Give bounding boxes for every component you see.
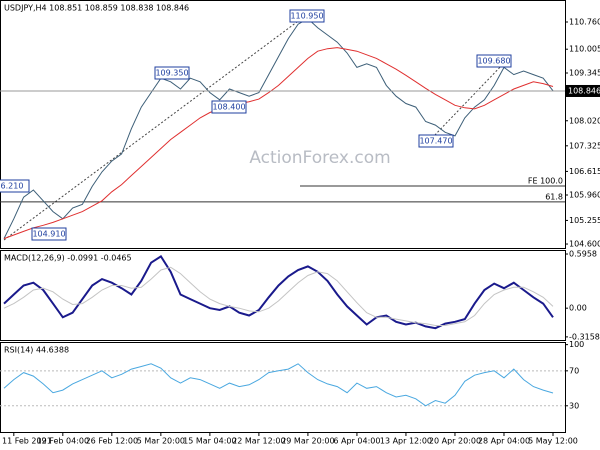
series-line xyxy=(3,266,554,326)
last-price-box xyxy=(566,84,600,97)
y-tick-label: 106.615 xyxy=(569,167,600,176)
level-label: 61.8 xyxy=(545,192,563,201)
annotation: 104.910 xyxy=(32,230,65,239)
level-label: FE 100.0 xyxy=(528,177,563,186)
x-tick-label: 5 Mar 20:00 xyxy=(137,437,185,446)
watermark: ActionForex.com xyxy=(249,148,390,168)
annotation-box xyxy=(31,227,67,241)
annotation: 110.950 xyxy=(290,12,323,21)
annotation: 6.210 xyxy=(1,182,24,191)
y-tick-label: 104.600 xyxy=(569,240,600,249)
panel-frame xyxy=(0,342,566,433)
annotation-box xyxy=(418,134,454,148)
y-tick-label: -0.3158 xyxy=(569,332,600,341)
series-line xyxy=(3,18,554,239)
x-tick-label: 19 Feb 04:00 xyxy=(37,437,89,446)
y-tick-label: 0.00 xyxy=(569,304,587,313)
y-tick-label: 110.005 xyxy=(569,45,600,54)
x-tick-label: 29 Mar 20:00 xyxy=(281,437,334,446)
last-price-label: 108.846 xyxy=(568,86,600,95)
annotation: 109.680 xyxy=(477,57,510,66)
panel-title: USDJPY,H4 108.851 108.859 108.838 108.84… xyxy=(4,4,189,13)
trend-line xyxy=(3,15,306,241)
series-line xyxy=(3,363,554,407)
x-tick-label: 6 Apr 04:00 xyxy=(333,437,380,446)
annotation-box xyxy=(289,9,325,23)
y-tick-label: 100 xyxy=(569,340,584,349)
panel-frame xyxy=(0,250,566,341)
annotation: 108.400 xyxy=(212,103,245,112)
annotation-box xyxy=(211,100,247,114)
y-tick-label: 70 xyxy=(569,366,579,375)
x-tick-label: 26 Feb 12:00 xyxy=(86,437,138,446)
annotation-box xyxy=(476,54,512,68)
x-tick-label: 11 Feb 2021 xyxy=(2,437,52,446)
x-tick-label: 5 May 12:00 xyxy=(528,437,578,446)
annotation-box xyxy=(154,66,190,80)
y-tick-label: 110.760 xyxy=(569,17,600,26)
annotation: 107.470 xyxy=(419,137,452,146)
series-line xyxy=(3,47,554,240)
annotation-box xyxy=(0,179,30,193)
y-tick-label: 30 xyxy=(569,401,579,410)
y-tick-label: 105.960 xyxy=(569,191,600,200)
x-tick-label: 28 Apr 04:00 xyxy=(478,437,530,446)
y-tick-label: 105.255 xyxy=(569,216,600,225)
annotation: 109.350 xyxy=(155,69,188,78)
y-tick-label: 0.5958 xyxy=(569,250,597,259)
panel-title: RSI(14) 44.6388 xyxy=(4,346,69,355)
panel-title: MACD(12,26,9) -0.0991 -0.0465 xyxy=(4,254,132,263)
x-tick-label: 20 Apr 20:00 xyxy=(429,437,481,446)
y-tick-label: 109.345 xyxy=(569,68,600,77)
x-tick-label: 13 Apr 12:00 xyxy=(380,437,432,446)
x-tick-label: 22 Mar 12:00 xyxy=(232,437,285,446)
panel-frame xyxy=(0,0,566,249)
y-tick-label: 108.020 xyxy=(569,116,600,125)
series-line xyxy=(3,255,554,330)
trend-line xyxy=(431,61,506,139)
x-tick-label: 15 Mar 04:00 xyxy=(183,437,236,446)
y-tick-label: 107.325 xyxy=(569,141,600,150)
